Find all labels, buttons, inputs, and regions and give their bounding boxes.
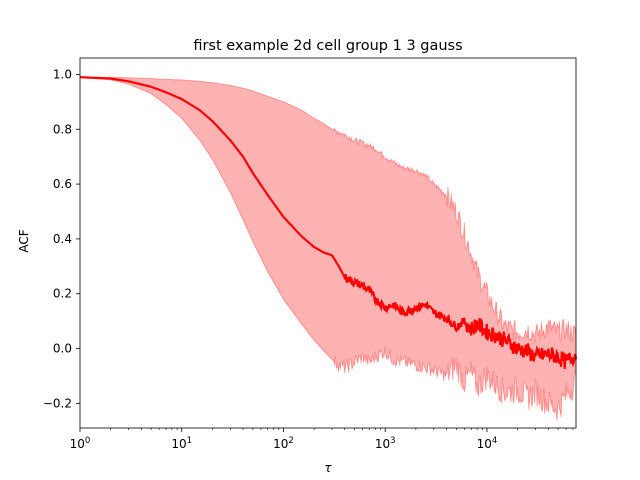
y-axis: −0.2 0.0 0.2 0.4 0.6 0.8 1.0 [43,67,80,410]
x-axis: 100 101 102 103 104 [70,428,574,451]
x-tick-label: 100 [70,436,91,451]
y-tick-label: 0.2 [53,287,72,301]
y-tick-label: 0.8 [53,122,72,136]
axes-frame [79,57,577,429]
chart-title: first example 2d cell group 1 3 gauss [193,38,462,54]
y-tick-label: 1.0 [53,67,72,81]
x-axis-label: τ [324,461,332,475]
y-tick-label: 0.4 [53,232,72,246]
y-tick-label: 0.0 [53,342,72,356]
x-tick-label: 101 [171,436,192,451]
band-lower-edge [79,76,577,421]
acf-series-line [80,76,578,369]
band-upper-edge [80,76,577,344]
x-tick-label: 104 [477,436,498,451]
confidence-band [80,77,576,421]
plot-area [79,76,578,421]
y-axis-label: ACF [17,229,31,252]
y-tick-label: −0.2 [43,396,72,410]
y-tick-label: 0.6 [53,177,72,191]
x-tick-label: 103 [375,436,396,451]
x-tick-label: 102 [273,436,294,451]
